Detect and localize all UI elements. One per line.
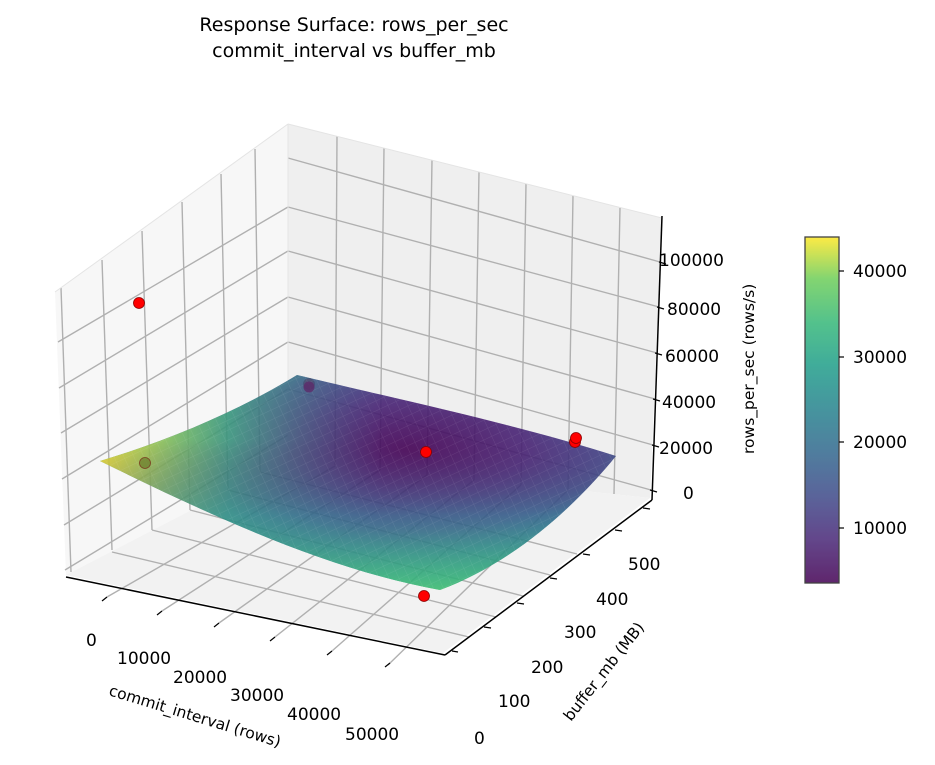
z-axis-label: rows_per_sec (rows/s) — [740, 284, 759, 454]
svg-text:20000: 20000 — [173, 668, 227, 688]
svg-text:0: 0 — [86, 631, 97, 651]
svg-text:0: 0 — [474, 729, 485, 749]
axis-lines — [65, 215, 663, 656]
svg-text:30000: 30000 — [230, 686, 284, 706]
z-axis-tick-labels: 0 20000 40000 60000 80000 100000 — [659, 251, 724, 504]
svg-text:60000: 60000 — [665, 347, 719, 367]
svg-text:200: 200 — [531, 658, 563, 678]
svg-text:400: 400 — [596, 590, 628, 610]
y-axis-tick-labels: 0 100 200 300 400 500 — [474, 555, 660, 749]
z-axis-ticks — [649, 261, 667, 493]
svg-text:300: 300 — [564, 623, 596, 643]
colorbar-tick: 40000 — [853, 262, 907, 282]
axes-panes — [55, 124, 662, 653]
svg-text:0: 0 — [683, 484, 694, 504]
svg-text:20000: 20000 — [659, 439, 713, 459]
colorbar-tick: 30000 — [853, 348, 907, 368]
chart-title: Response Surface: rows_per_sec commit_in… — [0, 12, 708, 64]
svg-text:100: 100 — [498, 692, 530, 712]
chart-title-line1: Response Surface: rows_per_sec — [199, 14, 509, 36]
chart-title-line2: commit_interval vs buffer_mb — [212, 40, 496, 62]
response-surface — [100, 375, 616, 590]
svg-text:100000: 100000 — [659, 251, 724, 271]
svg-text:500: 500 — [628, 555, 660, 575]
colorbar-tick: 10000 — [853, 519, 907, 539]
colorbar-tick: 20000 — [853, 433, 907, 453]
svg-text:40000: 40000 — [287, 705, 341, 725]
svg-text:50000: 50000 — [345, 725, 399, 745]
svg-text:80000: 80000 — [667, 300, 721, 320]
svg-text:10000: 10000 — [117, 649, 171, 669]
x-axis-tick-labels: 0 10000 20000 30000 40000 50000 — [86, 631, 399, 745]
colorbar: 40000 30000 20000 10000 — [804, 236, 907, 584]
svg-text:40000: 40000 — [662, 393, 716, 413]
y-axis-ticks — [451, 507, 651, 653]
x-axis-ticks — [101, 596, 391, 668]
data-points — [133, 297, 582, 602]
